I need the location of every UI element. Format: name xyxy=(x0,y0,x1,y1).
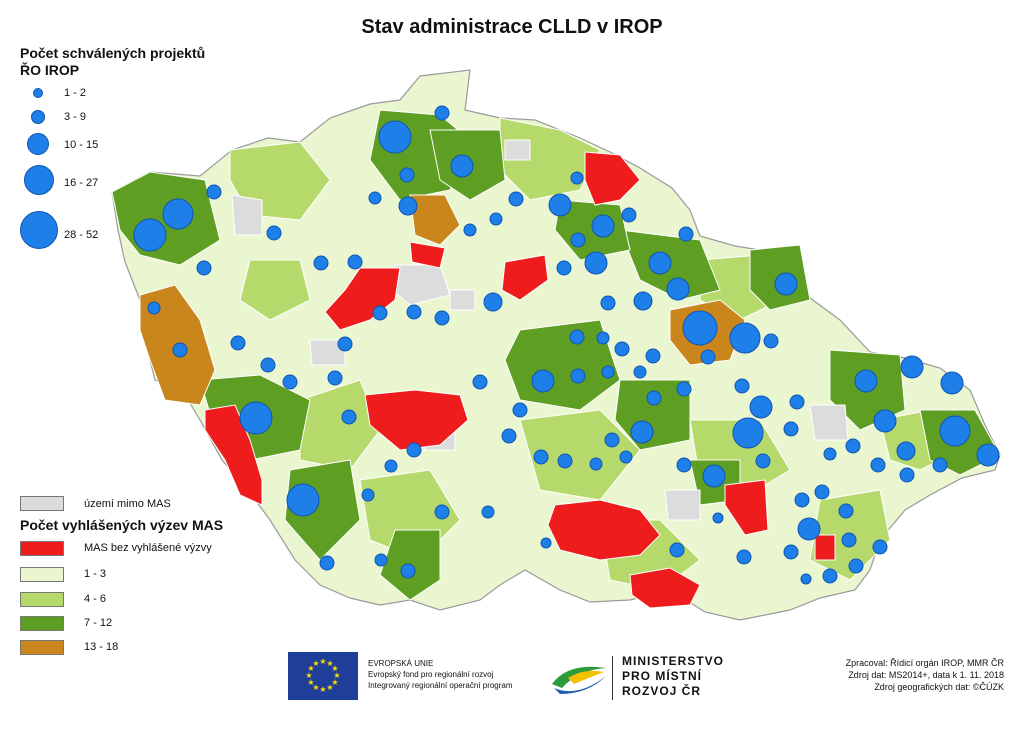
eu-line3: Integrovaný regionální operační program xyxy=(368,681,513,690)
legend-projects-class-4: 16 - 27 xyxy=(64,177,99,189)
map-title: Stav administrace CLLD v IROP xyxy=(361,16,663,38)
svg-text:★: ★ xyxy=(305,671,312,680)
eu-line2: Evropský fond pro regionální rozvoj xyxy=(368,670,494,679)
svg-text:★: ★ xyxy=(319,657,326,666)
legend-projects-class-1: 1 - 2 xyxy=(64,87,87,99)
legend-projects-class-5: 28 - 52 xyxy=(64,229,99,241)
legend-projects-title: Počet schválených projektů ŘO IROP xyxy=(20,45,205,79)
legend-swatch-13-18 xyxy=(20,640,64,655)
eu-flag-icon: ★ ★ ★ ★ ★ ★ ★ ★ ★ ★ ★ ★ xyxy=(288,652,358,700)
footer-separator xyxy=(612,656,613,700)
svg-text:★: ★ xyxy=(326,683,333,692)
legend-swatch-outside xyxy=(20,496,64,511)
svg-text:★: ★ xyxy=(312,683,319,692)
ministry-line3: ROZVOJ ČR xyxy=(622,684,702,698)
svg-text:★: ★ xyxy=(307,678,314,687)
legend-projects-class-3: 10 - 15 xyxy=(64,139,99,151)
project-bubbles xyxy=(133,105,1000,585)
svg-text:★: ★ xyxy=(312,659,319,668)
credit-line1: Zpracoval: Řídicí orgán IROP, MMR ČR xyxy=(845,658,1004,668)
legend-projects-title-line1: Počet schválených projektů xyxy=(20,45,206,61)
ministry-logo-icon xyxy=(552,666,606,694)
credit-line3: Zdroj geografických dat: ©ČÚZK xyxy=(874,682,1004,692)
regions-no-call xyxy=(204,151,836,609)
legend-calls-class-3: 4 - 6 xyxy=(84,593,107,605)
legend-swatch-no-call xyxy=(20,541,64,556)
legend-calls-class-2: 1 - 3 xyxy=(84,568,107,580)
outside-mas xyxy=(231,139,849,521)
eu-text: EVROPSKÁ UNIE Evropský fond pro regionál… xyxy=(368,658,513,691)
credits: Zpracoval: Řídicí orgán IROP, MMR ČR Zdr… xyxy=(846,657,1004,693)
svg-text:★: ★ xyxy=(331,678,338,687)
legend-swatch-1-3 xyxy=(20,567,64,582)
svg-text:★: ★ xyxy=(307,664,314,673)
credit-line2: Zdroj dat: MS2014+, data k 1. 11. 2018 xyxy=(848,670,1004,680)
ministry-line2: PRO MÍSTNÍ xyxy=(622,669,703,683)
legend-bubble-3 xyxy=(27,133,49,155)
legend-outside-label: území mimo MAS xyxy=(84,498,171,510)
legend-swatch-7-12 xyxy=(20,616,64,631)
legend-bubble-2 xyxy=(31,110,45,124)
legend-bubble-1 xyxy=(33,88,43,98)
legend-bubble-4 xyxy=(24,165,54,195)
ministry-line1: MINISTERSTVO xyxy=(622,654,725,668)
eu-line1: EVROPSKÁ UNIE xyxy=(368,659,434,668)
legend-calls-class-1: MAS bez vyhlášené výzvy xyxy=(84,542,212,554)
svg-text:★: ★ xyxy=(331,664,338,673)
ministry-name: MINISTERSTVO PRO MÍSTNÍ ROZVOJ ČR xyxy=(622,654,724,699)
legend-calls-title: Počet vyhlášených výzev MAS xyxy=(20,517,224,533)
legend-calls-class-4: 7 - 12 xyxy=(84,617,113,629)
svg-text:★: ★ xyxy=(319,685,326,694)
legend-calls-class-5: 13 - 18 xyxy=(84,641,119,653)
legend-projects-title-line2: ŘO IROP xyxy=(20,62,80,78)
svg-text:★: ★ xyxy=(326,659,333,668)
legend-swatch-4-6 xyxy=(20,592,64,607)
legend-projects-class-2: 3 - 9 xyxy=(64,111,87,123)
legend-bubble-5 xyxy=(20,211,58,249)
svg-text:★: ★ xyxy=(333,671,340,680)
